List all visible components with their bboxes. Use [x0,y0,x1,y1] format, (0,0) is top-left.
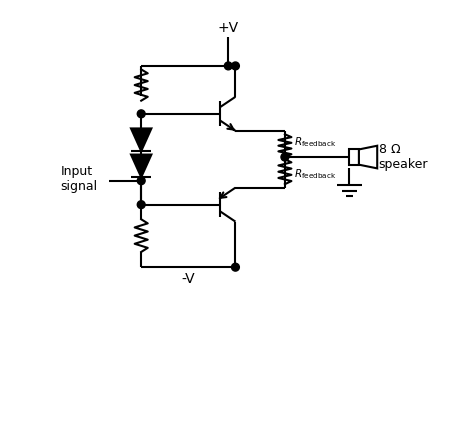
Text: $R_\mathregular{feedback}$: $R_\mathregular{feedback}$ [293,135,336,149]
Circle shape [137,177,145,185]
Circle shape [224,62,232,70]
Text: speaker: speaker [379,158,428,172]
Text: Input
signal: Input signal [61,164,98,193]
Text: -V: -V [182,273,195,286]
Text: $R_\mathregular{feedback}$: $R_\mathregular{feedback}$ [293,168,336,181]
Circle shape [231,263,239,271]
Text: 8 Ω: 8 Ω [379,143,400,156]
Polygon shape [359,146,377,168]
Polygon shape [131,128,151,151]
Text: +V: +V [218,22,239,35]
Circle shape [137,110,145,118]
Circle shape [137,201,145,209]
Circle shape [231,62,239,70]
Circle shape [281,153,289,161]
Bar [349,149,359,164]
Polygon shape [131,155,151,177]
